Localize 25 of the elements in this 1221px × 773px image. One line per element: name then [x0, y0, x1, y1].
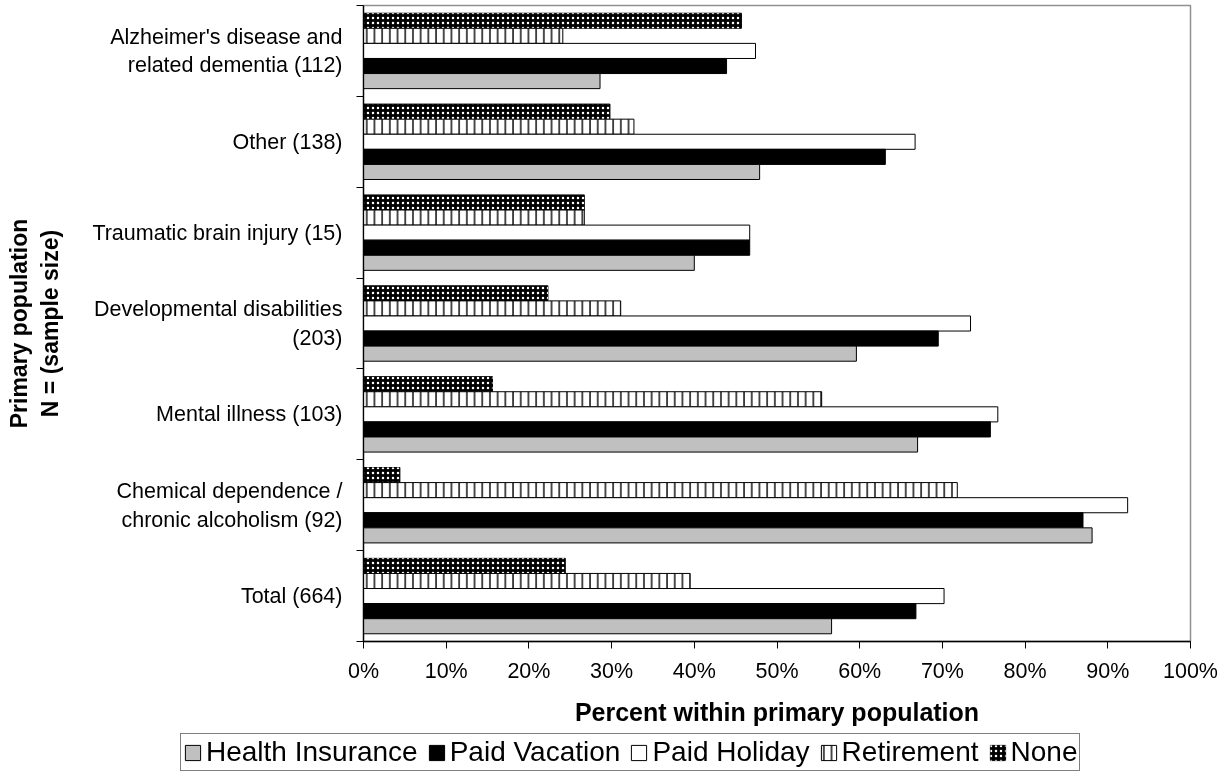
legend-label: Paid Holiday: [652, 736, 810, 768]
y-tick-label: Total (664): [240, 584, 343, 609]
y-axis-title: Primary population N = (sample size): [6, 218, 64, 429]
x-tick-label: 90%: [1086, 658, 1130, 683]
x-tick-label: 20%: [507, 658, 551, 683]
x-tick-label: 50%: [755, 658, 799, 683]
x-tick-label: 10%: [424, 658, 468, 683]
y-tick-label: Other (138): [232, 129, 343, 154]
legend-label: None: [1010, 736, 1078, 768]
y-tick-label: Traumatic brain injury (15): [92, 220, 343, 245]
legend-label: Paid Vacation: [449, 736, 621, 768]
legend-label: Retirement: [841, 736, 979, 768]
x-tick-label: 0%: [347, 658, 380, 683]
x-tick-label: 80%: [1003, 658, 1047, 683]
x-tick-label: 60%: [838, 658, 882, 683]
legend-label: Health Insurance: [206, 736, 418, 768]
x-tick-label: 40%: [672, 658, 716, 683]
x-tick-label: 100%: [1163, 658, 1219, 683]
y-tick-label: Chemical dependence / chronic alcoholism (92): [116, 478, 343, 532]
y-tick-label: Mental illness (103): [156, 402, 343, 427]
y-tick-label: Developmental disabilities (203): [93, 297, 343, 350]
x-axis-title: Percent within primary population: [574, 697, 980, 726]
x-tick-label: 70%: [920, 658, 964, 683]
x-tick-label: 30%: [590, 658, 634, 683]
y-tick-label: Alzheimer's disease and related dementia (112): [110, 24, 343, 78]
